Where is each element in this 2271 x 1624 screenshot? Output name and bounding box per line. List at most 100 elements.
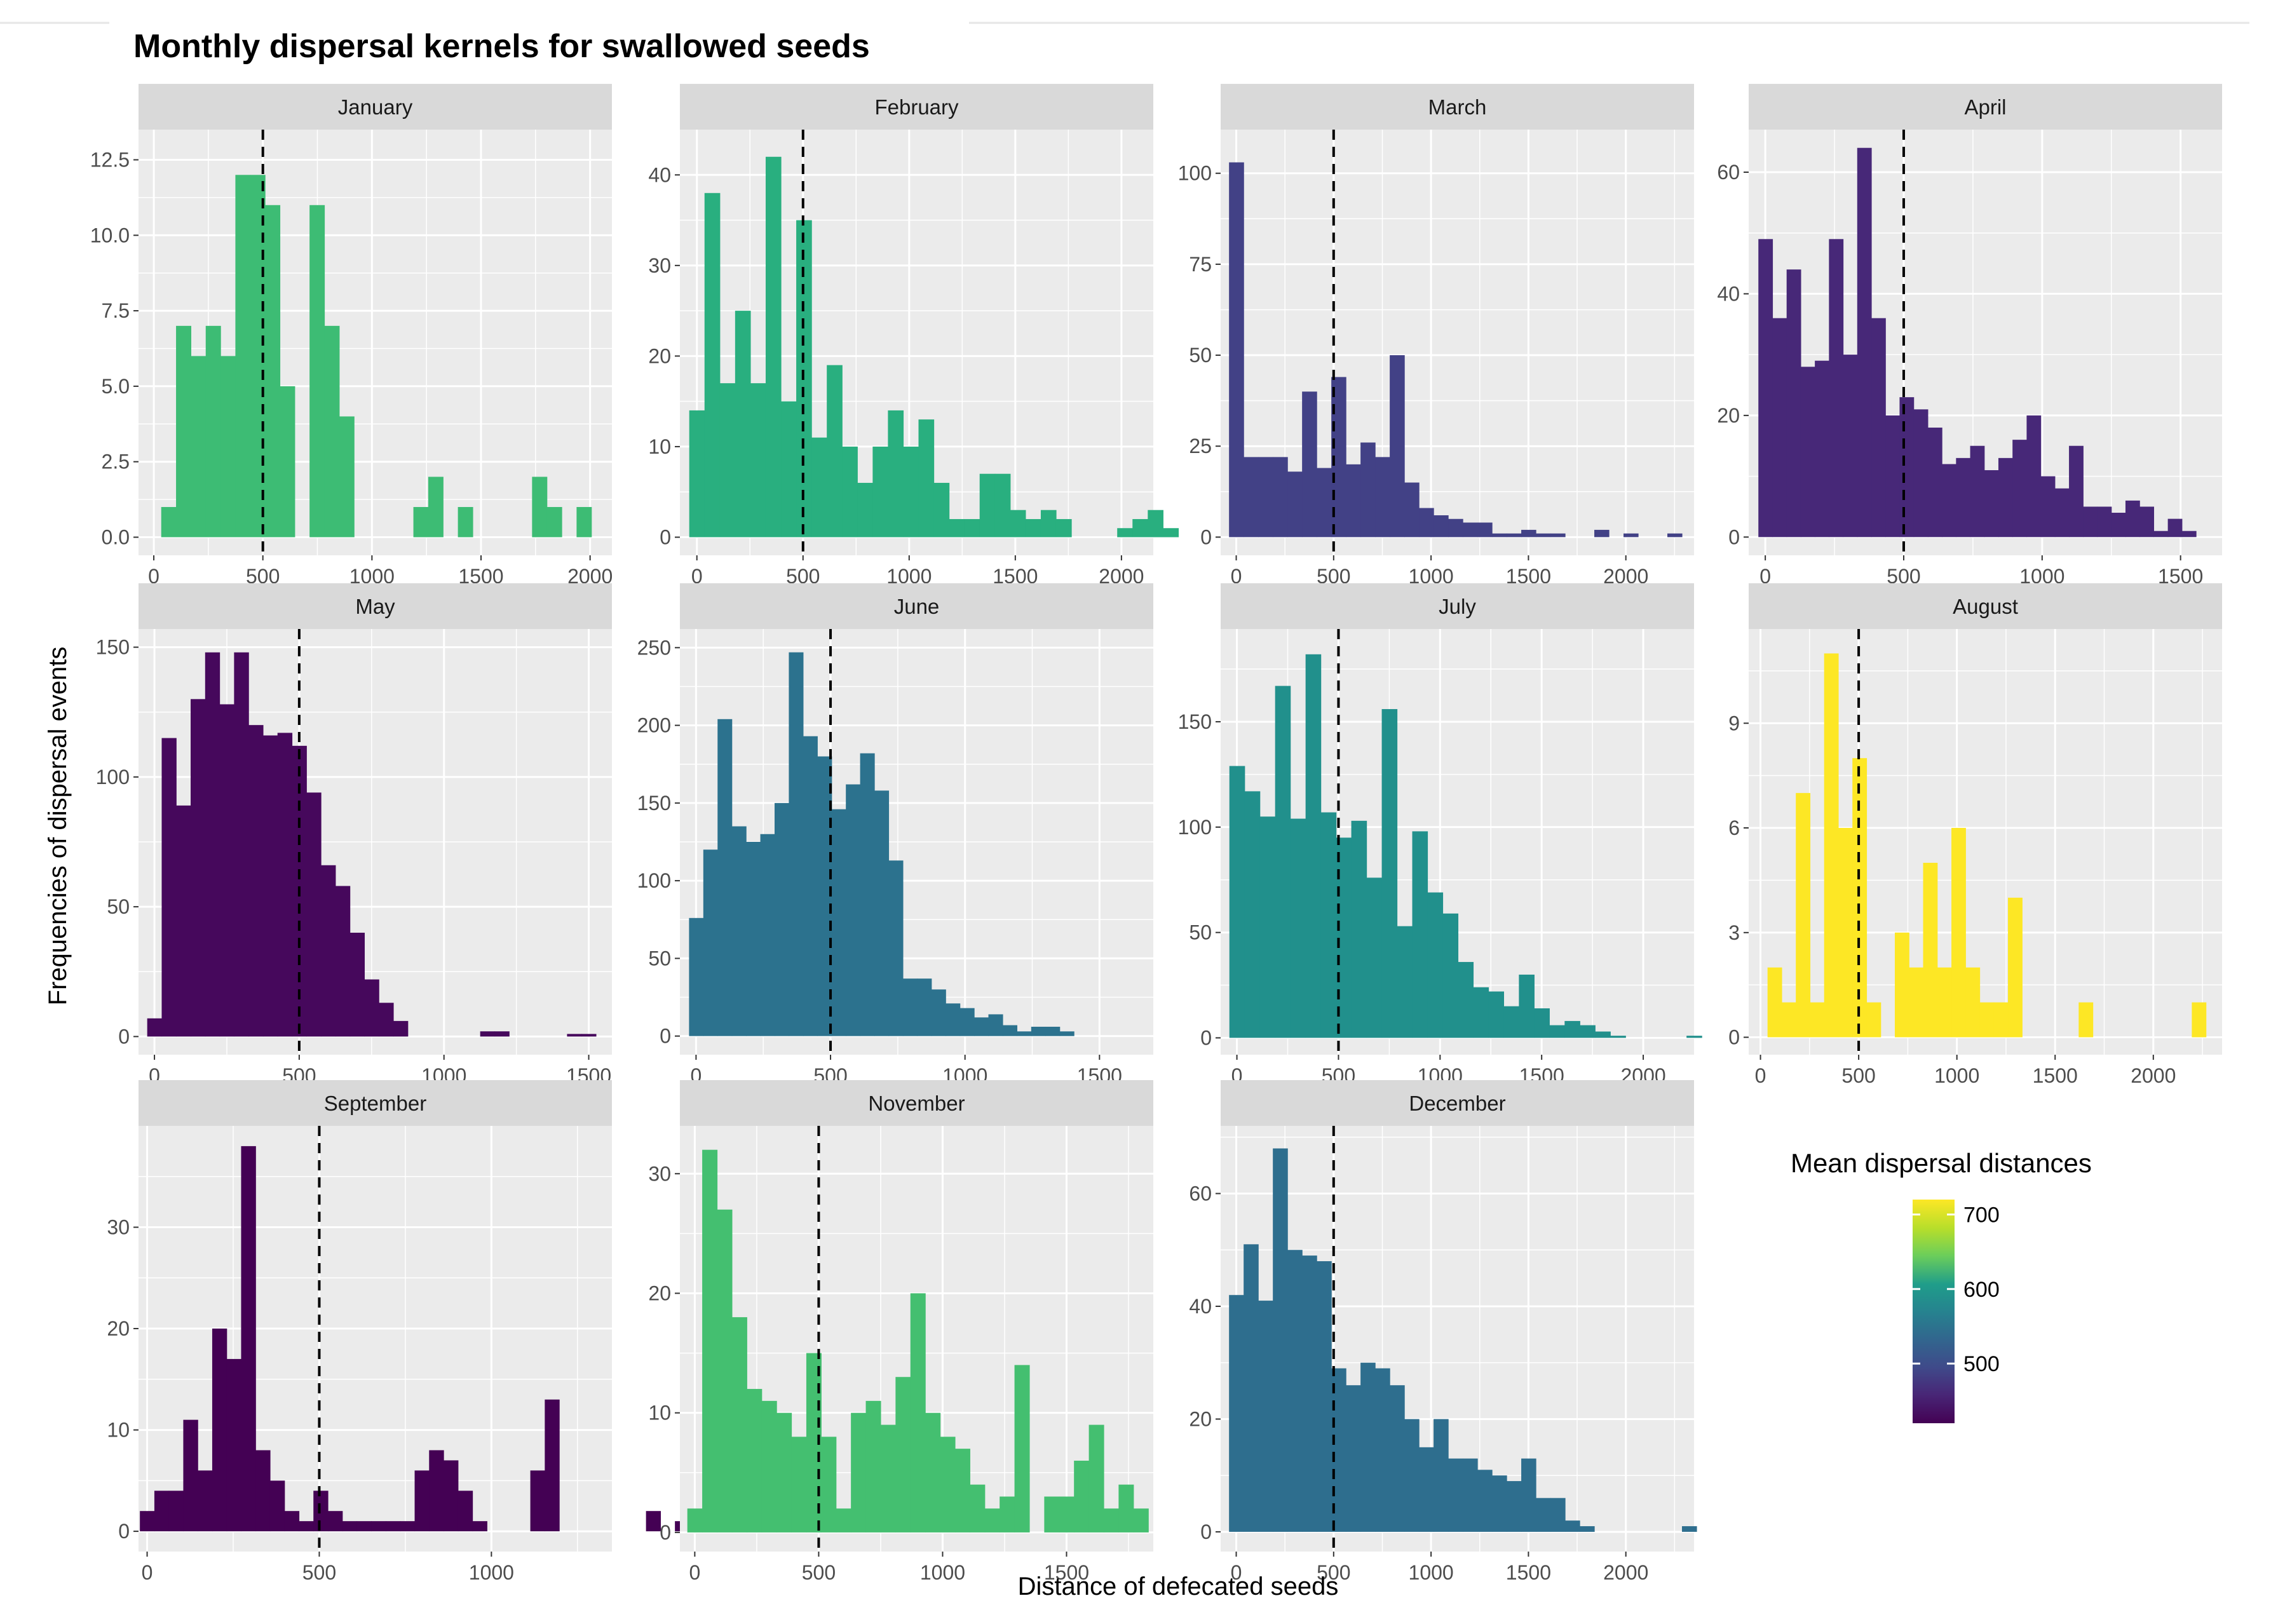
histogram-bar [1536, 533, 1551, 538]
histogram-bar [719, 383, 736, 538]
histogram-bar [198, 1470, 213, 1532]
histogram-bar [1305, 654, 1322, 1038]
histogram-bar [1244, 1244, 1259, 1532]
histogram-bar [1595, 1031, 1611, 1038]
x-tick-label: 1500 [1044, 1561, 1089, 1584]
histogram-bar [1434, 1419, 1449, 1532]
histogram-bar [161, 738, 177, 1037]
histogram-bar [458, 1491, 473, 1532]
histogram-bar [946, 1003, 961, 1036]
histogram-bar [168, 1491, 184, 1532]
histogram-bar [1259, 816, 1276, 1038]
legend-tick-label: 600 [1963, 1278, 2000, 1302]
histogram-bar [581, 1034, 597, 1037]
panel-strip-label: November [868, 1092, 965, 1115]
histogram-bar [959, 1008, 975, 1036]
y-tick-label: 0 [660, 1025, 671, 1048]
x-tick-label: 0 [1759, 565, 1771, 588]
histogram-bar [917, 978, 932, 1036]
y-axis-title: Frequencies of dispersal events [44, 647, 72, 1006]
panel-strip [1749, 583, 2222, 629]
histogram-bar [1074, 1460, 1090, 1533]
histogram-bar [836, 1508, 851, 1533]
histogram-bar [979, 473, 996, 538]
histogram-bar [842, 446, 858, 538]
panel-november: November 0 500 1000 1500 0 10 20 30 [648, 1080, 1153, 1584]
y-tick-label: 20 [1189, 1407, 1212, 1430]
y-tick-label: 0 [1728, 525, 1740, 548]
histogram-bar [220, 356, 236, 538]
y-tick-label: 3 [1728, 921, 1740, 944]
histogram-bar [1404, 1419, 1420, 1532]
y-tick-label: 0 [1728, 1026, 1740, 1049]
histogram-bar [1427, 892, 1444, 1038]
y-tick-label: 30 [648, 254, 671, 277]
histogram-bar [1397, 926, 1413, 1038]
histogram-bar [1273, 457, 1288, 538]
panel-december: December 0 500 1000 1500 2000 0 20 40 60 [1189, 1080, 1697, 1584]
y-tick-label: 60 [1189, 1182, 1212, 1205]
histogram-bar [1287, 1250, 1303, 1532]
histogram-bar [776, 1412, 792, 1533]
legend-title: Mean dispersal distances [1791, 1148, 2092, 1178]
histogram-bar [857, 482, 873, 538]
panel-strip-label: January [338, 95, 413, 119]
histogram-bar [1375, 1368, 1390, 1532]
histogram-bar [545, 1399, 560, 1532]
histogram-bar [280, 386, 295, 538]
histogram-bar [1044, 1496, 1060, 1533]
histogram-bar [1681, 1526, 1697, 1532]
histogram-bar [1302, 391, 1317, 538]
histogram-bar [161, 506, 177, 538]
histogram-bar [827, 365, 843, 538]
histogram-bar [872, 446, 888, 538]
histogram-bar [689, 410, 705, 538]
y-tick-label: 25 [1189, 435, 1212, 457]
histogram-bar [2069, 445, 2084, 538]
histogram-bar [704, 193, 721, 538]
x-tick-label: 0 [1755, 1064, 1766, 1087]
y-tick-label: 7.5 [102, 299, 130, 322]
histogram-bar [1244, 791, 1261, 1038]
histogram-bar [309, 205, 325, 538]
histogram-bar [269, 1480, 285, 1532]
histogram-bar [1488, 991, 1505, 1038]
histogram-bar [760, 834, 775, 1036]
x-tick-label: 500 [1841, 1064, 1875, 1087]
panel-strip [1221, 1080, 1694, 1126]
y-tick-label: 250 [637, 636, 671, 659]
x-tick-label: 0 [148, 565, 159, 588]
y-tick-label: 75 [1189, 253, 1212, 276]
histogram-bar [1351, 820, 1367, 1038]
y-tick-label: 40 [1189, 1295, 1212, 1318]
panel-strip-label: December [1409, 1092, 1505, 1115]
histogram-bar [974, 1017, 989, 1036]
histogram-bar [1829, 239, 1844, 538]
panel-strip [1221, 583, 1694, 629]
histogram-bar [702, 1149, 718, 1533]
histogram-bar [1534, 1008, 1550, 1038]
histogram-bar [205, 652, 220, 1037]
histogram-bar [342, 1521, 358, 1532]
histogram-bar [1320, 812, 1337, 1038]
x-tick-label: 2000 [2131, 1064, 2176, 1087]
y-tick-label: 0 [1200, 525, 1212, 548]
histogram-bar [2012, 440, 2028, 538]
panel-strip [139, 1080, 612, 1126]
histogram-bar [494, 1031, 510, 1037]
histogram-bar [988, 1014, 1003, 1036]
histogram-bar [335, 886, 351, 1037]
histogram-bar [1381, 709, 1398, 1038]
x-tick-label: 1000 [920, 1561, 965, 1584]
histogram-bar [1118, 1484, 1134, 1533]
histogram-bar [1477, 522, 1493, 538]
panel-strip-label: March [1428, 95, 1487, 119]
panel-strip [680, 84, 1153, 130]
histogram-bar [1448, 518, 1463, 538]
y-tick-label: 0 [118, 1520, 130, 1543]
histogram-bar [1133, 1508, 1149, 1533]
histogram-bar [2139, 506, 2154, 538]
chart-title: Monthly dispersal kernels for swallowed … [133, 28, 870, 65]
y-tick-label: 12.5 [90, 149, 130, 172]
histogram-bar [1550, 1498, 1566, 1532]
